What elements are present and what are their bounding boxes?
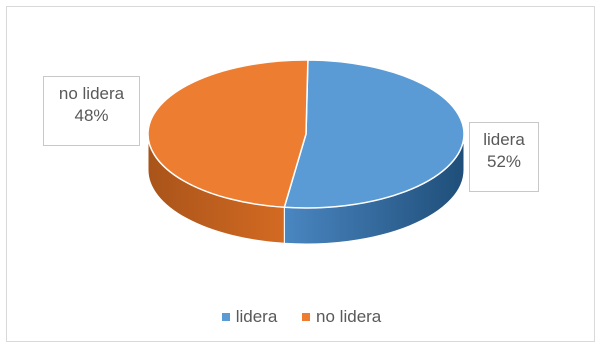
data-label-lidera: lidera 52% (469, 122, 539, 192)
legend-label-no-lidera: no lidera (316, 307, 382, 326)
data-label-lidera-name: lidera (483, 130, 525, 149)
data-label-no-lidera: no lidera 48% (43, 76, 140, 146)
data-label-lidera-value: 52% (486, 152, 522, 171)
pie-slice-no-lidera (147, 59, 309, 209)
pie-slice-lidera (283, 59, 465, 209)
legend-item-no-lidera: no lidera (302, 307, 381, 327)
legend-label-lidera: lidera (235, 307, 278, 326)
data-label-no-lidera-name: no lidera (58, 84, 125, 103)
legend: lidera no lidera (0, 306, 603, 327)
legend-swatch-lidera (221, 313, 230, 321)
legend-swatch-no-lidera (302, 313, 311, 321)
data-label-no-lidera-value: 48% (74, 106, 109, 125)
legend-item-lidera: lidera (221, 307, 278, 327)
